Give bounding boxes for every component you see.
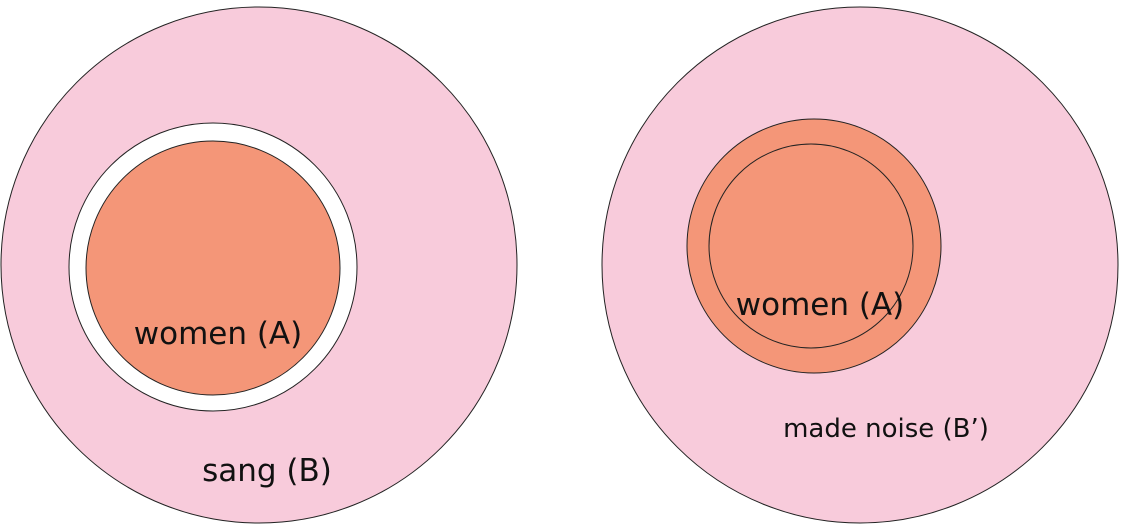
right-inner-boundary-circle — [708, 143, 914, 349]
right-inner-circle-women — [686, 118, 942, 374]
left-diagram: women (A) sang (B) — [0, 6, 518, 524]
right-inner-label: women (A) — [736, 287, 905, 323]
right-outer-label: made noise (B’) — [783, 414, 989, 444]
left-inner-circle-women — [85, 140, 341, 396]
right-diagram: women (A) made noise (B’) — [601, 6, 1119, 524]
left-outer-label: sang (B) — [202, 453, 332, 489]
left-inner-label: women (A) — [134, 316, 303, 352]
